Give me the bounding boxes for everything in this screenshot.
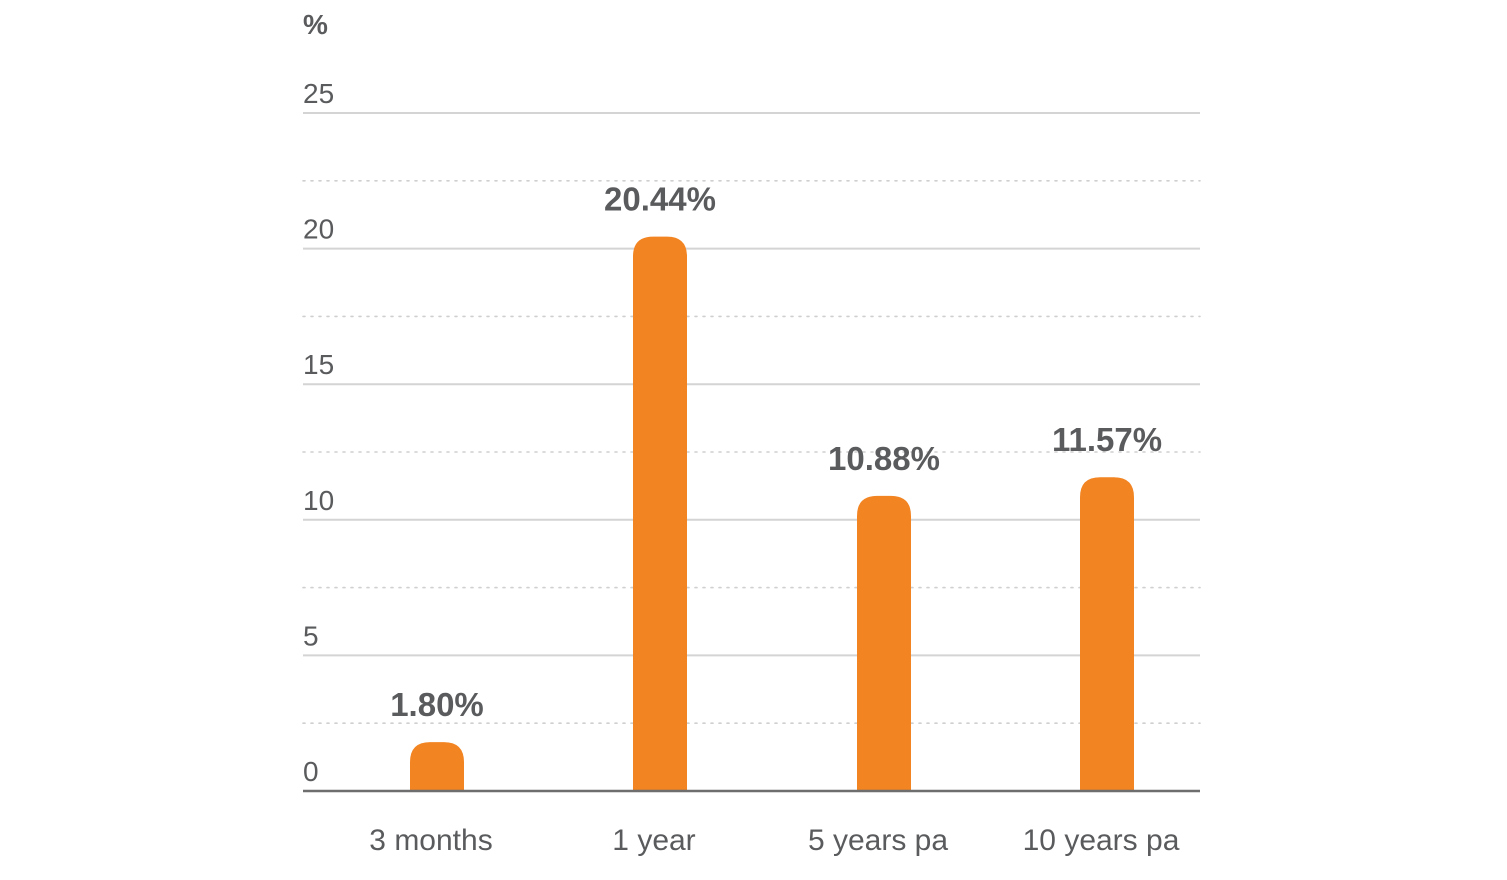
grid-layer xyxy=(302,112,1201,725)
y-tick-label: 5 xyxy=(303,620,319,651)
y-tick-label: 0 xyxy=(303,756,319,787)
y-axis-unit-label: % xyxy=(303,9,328,40)
y-tick-label: 20 xyxy=(303,214,334,245)
y-tick-label: 10 xyxy=(303,485,334,516)
bar-1-year xyxy=(633,236,687,791)
x-category-label: 10 years pa xyxy=(1023,824,1180,857)
labels-layer: % 0 5 10 15 20 25 1.80% 3 months 20.44% 1 year 10.… xyxy=(303,9,1180,857)
y-tick-label: 25 xyxy=(303,78,334,109)
bar-5-years-pa xyxy=(857,495,911,791)
data-label: 11.57% xyxy=(1052,421,1162,458)
x-category-label: 1 year xyxy=(612,824,695,857)
bars-layer xyxy=(303,236,1200,793)
data-label: 10.88% xyxy=(828,440,940,477)
y-tick-label: 15 xyxy=(303,349,334,380)
data-label: 20.44% xyxy=(604,181,716,218)
bar-10-years-pa xyxy=(1080,477,1134,791)
x-category-label: 3 months xyxy=(369,824,492,857)
x-category-label: 5 years pa xyxy=(808,824,948,857)
bar-3-months xyxy=(410,742,464,791)
data-label: 1.80% xyxy=(390,686,484,723)
